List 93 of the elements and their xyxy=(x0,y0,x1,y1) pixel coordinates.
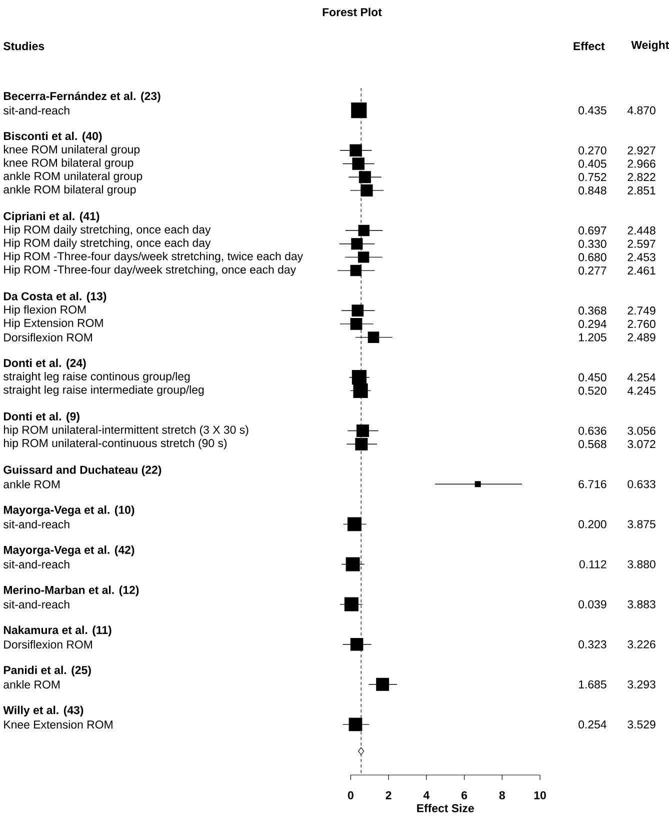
data-label: 1.205 xyxy=(578,333,606,342)
text: 0.633 xyxy=(628,480,656,488)
text: 3.529 xyxy=(628,720,656,729)
y-tick-label: Willy et al. (43) xyxy=(3,706,84,716)
y-tick-label: knee ROM bilateral group xyxy=(4,158,134,170)
y-tick-label: Nakamura et al. (11) xyxy=(4,626,112,636)
data-label: 0.112 xyxy=(579,560,606,568)
y-tick-label: Hip ROM daily stretching, once each day xyxy=(4,238,211,250)
y-tick-label: knee ROM unilateral group xyxy=(4,145,140,156)
y-tick-label: Hip flexion ROM xyxy=(4,305,86,316)
data-label: 0.323 xyxy=(578,640,606,648)
text: 4.870 xyxy=(627,106,656,114)
text: 2.749 xyxy=(628,306,656,315)
y-tick-label: ankle ROM unilateral group xyxy=(4,172,142,182)
text: 2.453 xyxy=(628,253,656,262)
y-tick-label: Donti et al. (9) xyxy=(4,412,80,423)
data-label: 0.568 xyxy=(578,440,606,448)
text: 4.245 xyxy=(627,386,656,395)
text: 2.822 xyxy=(628,173,656,182)
x-tick-label: 6 xyxy=(462,791,468,800)
text: 3.875 xyxy=(628,520,656,528)
y-tick-label: Hip Extension ROM xyxy=(4,318,103,330)
text: 3.880 xyxy=(628,560,656,568)
data-label: 0.848 xyxy=(578,186,606,194)
y-tick-label: Merino-Marban et al. (12) xyxy=(4,586,139,596)
data-label: 0.330 xyxy=(578,240,606,248)
data-label: 6.716 xyxy=(578,480,606,488)
data-label: 0.294 xyxy=(578,320,606,328)
data-label: 0.636 xyxy=(578,426,606,435)
y-tick-label: hip ROM unilateral-intermittent stretch (3 X 30 s) xyxy=(4,425,248,436)
text: Weight xyxy=(631,40,669,52)
text: 3.072 xyxy=(628,440,656,448)
data-label: 0.752 xyxy=(578,173,606,182)
text: 3.226 xyxy=(628,640,656,648)
y-tick-label: straight leg raise intermediate group/leg xyxy=(3,385,204,396)
text: 4.254 xyxy=(627,373,656,382)
chart-title: Forest Plot xyxy=(322,8,382,16)
data-label: 0.039 xyxy=(578,600,606,608)
y-tick-label: sit-and-reach xyxy=(3,520,70,528)
text: 2.851 xyxy=(628,186,656,194)
data-label: 0.368 xyxy=(578,306,606,315)
text: 2.760 xyxy=(628,320,656,328)
y-tick-label: Bisconti et al. (40) xyxy=(4,132,102,142)
data-label: 0.520 xyxy=(578,386,606,395)
data-label: 0.200 xyxy=(578,520,606,528)
y-tick-label: Mayorga-Vega et al. (10) xyxy=(4,505,134,516)
y-tick-label: Guissard and Duchateau (22) xyxy=(4,465,162,476)
text: 2.448 xyxy=(628,226,656,235)
y-tick-label: Panidi et al. (25) xyxy=(4,666,91,676)
y-tick-label: Knee Extension ROM xyxy=(4,720,112,729)
y-tick-label: Hip ROM -Three-four day/week stretching, once each day xyxy=(4,265,296,276)
y-tick-label: Hip ROM daily stretching, once each day xyxy=(4,225,211,236)
x-tick-label: 4 xyxy=(423,791,430,800)
data-label: 0.450 xyxy=(578,373,606,382)
y-tick-label: sit-and-reach xyxy=(3,600,70,609)
y-tick-label: straight leg raise continous group/leg xyxy=(3,372,190,383)
y-tick-label: hip ROM unilateral-continuous stretch (90 s) xyxy=(4,438,227,450)
y-tick-label: Becerra-Fernández et al. (23) xyxy=(4,92,160,102)
data-label: 1.685 xyxy=(578,680,606,688)
y-tick-label: Mayorga-Vega et al. (42) xyxy=(4,546,134,556)
data-label: 0.680 xyxy=(578,253,606,262)
data-label: 0.277 xyxy=(578,266,606,275)
y-tick-label: Cipriani et al. (41) xyxy=(4,212,100,222)
text: 3.293 xyxy=(628,680,656,688)
y-tick-label: sit-and-reach xyxy=(3,106,70,115)
y-tick-label: ankle ROM xyxy=(4,480,60,488)
y-axis-title: Studies xyxy=(4,42,44,50)
y-tick-label: ankle ROM bilateral group xyxy=(4,185,136,196)
text: 3.056 xyxy=(628,426,656,435)
text: 2.597 xyxy=(628,240,656,248)
text: Effect xyxy=(574,42,605,50)
text: 2.489 xyxy=(628,333,656,342)
text: 3.883 xyxy=(628,600,656,608)
x-tick-label: 2 xyxy=(386,791,392,800)
text: 2.461 xyxy=(628,266,656,275)
y-tick-label: sit-and-reach xyxy=(3,560,70,568)
y-tick-label: Dorsiflexion ROM xyxy=(4,640,92,649)
y-tick-label: Hip ROM -Three-four days/week stretching, twice each day xyxy=(4,252,304,263)
y-tick-label: Donti et al. (24) xyxy=(4,358,86,370)
x-axis-title: Effect Size xyxy=(417,804,474,812)
x-tick-label: 10 xyxy=(534,791,546,800)
data-label: 0.270 xyxy=(578,146,606,154)
data-label: 0.254 xyxy=(578,720,606,729)
y-tick-label: Dorsiflexion ROM xyxy=(4,333,92,342)
text: 2.927 xyxy=(628,146,656,154)
x-tick-label: 8 xyxy=(499,791,505,800)
y-tick-label: Da Costa et al. (13) xyxy=(4,292,106,303)
y-tick-label: ankle ROM xyxy=(4,680,60,689)
data-label: 0.435 xyxy=(578,106,606,114)
data-label: 0.405 xyxy=(578,160,606,168)
text: 2.966 xyxy=(628,160,656,168)
data-label: 0.697 xyxy=(578,226,606,235)
x-tick-label: 0 xyxy=(348,791,354,800)
